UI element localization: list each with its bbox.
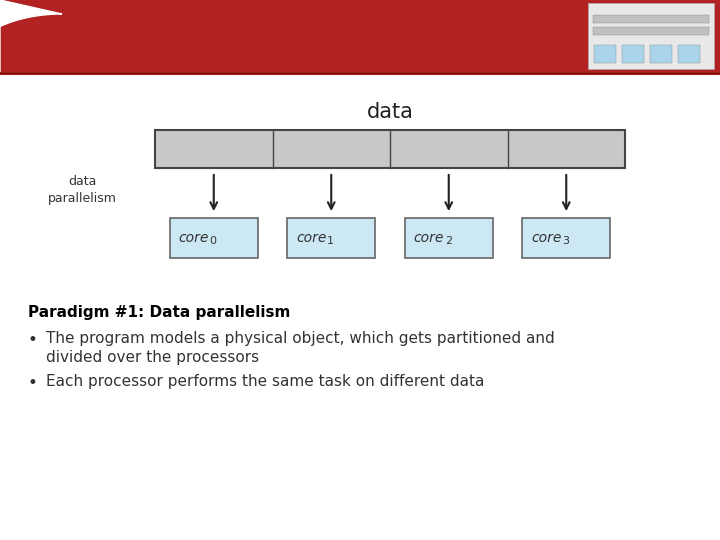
Bar: [622, 45, 644, 63]
Text: 1: 1: [328, 236, 334, 246]
Bar: [170, 218, 258, 258]
Text: core: core: [413, 231, 444, 245]
Polygon shape: [0, 0, 62, 130]
Text: core: core: [531, 231, 562, 245]
Bar: [0, 0, 720, 72]
Text: core: core: [296, 231, 326, 245]
Text: 2: 2: [445, 236, 452, 246]
Bar: [588, 3, 714, 69]
Text: Paradigm #1: Data parallelism: Paradigm #1: Data parallelism: [28, 305, 290, 320]
Text: Each processor performs the same task on different data: Each processor performs the same task on…: [46, 374, 485, 389]
Text: data
parallelism: data parallelism: [48, 175, 117, 205]
Bar: [594, 45, 616, 63]
Bar: [650, 45, 672, 63]
Bar: [678, 45, 700, 63]
Text: data: data: [366, 102, 413, 122]
Text: •: •: [28, 331, 38, 349]
Bar: [522, 218, 611, 258]
Text: 0: 0: [210, 236, 217, 246]
Bar: [593, 15, 709, 23]
Bar: [593, 27, 709, 35]
Text: divided over the processors: divided over the processors: [46, 350, 259, 365]
Text: •: •: [28, 374, 38, 392]
Text: Data and Task Parallelism: Data and Task Parallelism: [185, 25, 549, 50]
Bar: [287, 218, 375, 258]
Text: 3: 3: [562, 236, 570, 246]
Text: core: core: [179, 231, 209, 245]
Bar: [155, 130, 625, 168]
Text: The program models a physical object, which gets partitioned and: The program models a physical object, wh…: [46, 331, 554, 346]
Bar: [405, 218, 492, 258]
